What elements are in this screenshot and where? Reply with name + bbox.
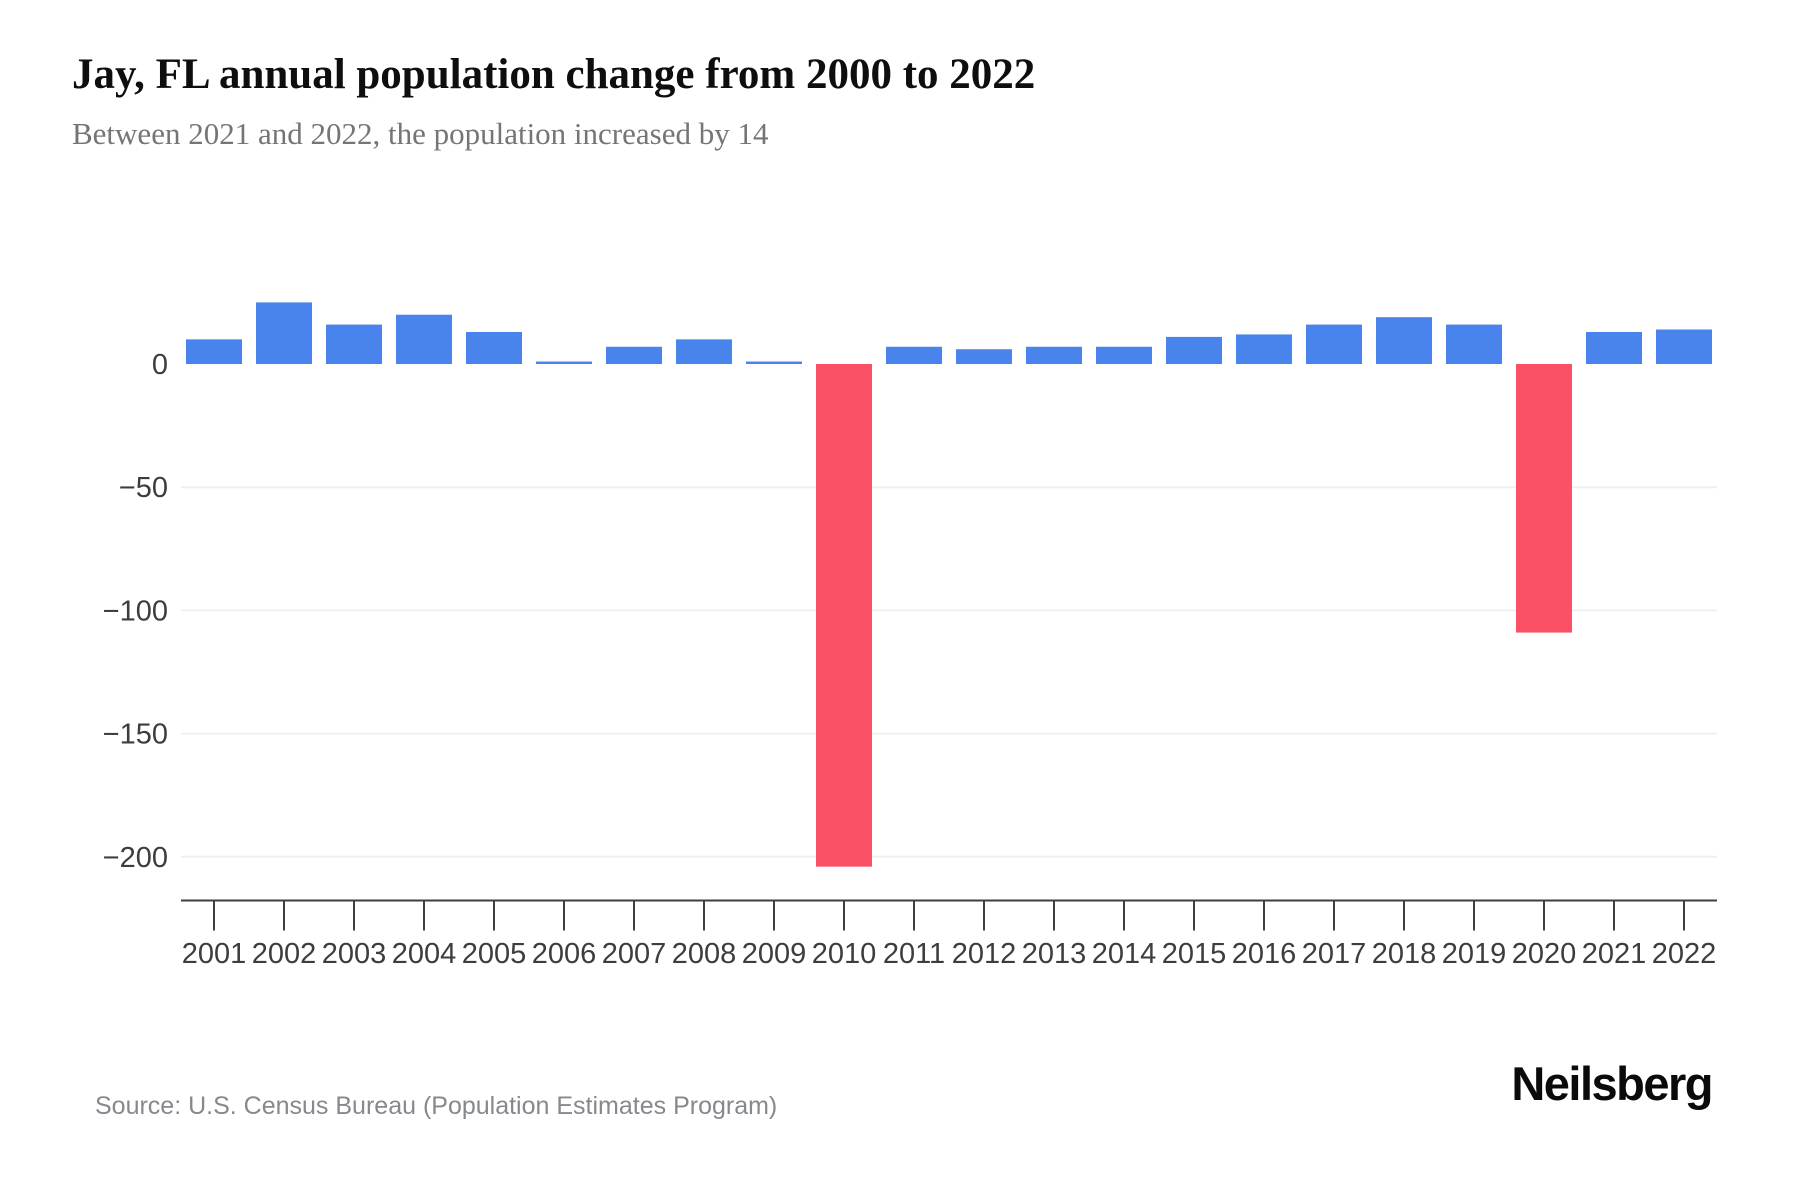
bar-2006[interactable] bbox=[536, 361, 592, 364]
bar-2018[interactable] bbox=[1376, 317, 1432, 364]
source-note: Source: U.S. Census Bureau (Population E… bbox=[95, 1092, 778, 1120]
y-tick-label: −100 bbox=[103, 595, 168, 627]
y-tick-label: −150 bbox=[103, 719, 168, 751]
bar-2011[interactable] bbox=[886, 346, 942, 364]
bar-2020[interactable] bbox=[1516, 364, 1572, 633]
y-tick-label: −50 bbox=[119, 472, 168, 504]
x-tick-label: 2015 bbox=[1162, 938, 1227, 970]
bar-2007[interactable] bbox=[606, 346, 662, 364]
x-tick-label: 2008 bbox=[672, 938, 737, 970]
x-tick-label: 2002 bbox=[252, 938, 317, 970]
x-tick-label: 2012 bbox=[952, 938, 1017, 970]
x-tick-label: 2001 bbox=[182, 938, 247, 970]
bar-2003[interactable] bbox=[326, 324, 382, 364]
y-tick-label: −200 bbox=[103, 842, 168, 874]
x-tick-label: 2022 bbox=[1652, 938, 1717, 970]
x-tick-label: 2010 bbox=[812, 938, 877, 970]
neilsberg-logo[interactable]: Neilsberg bbox=[1511, 1057, 1713, 1110]
x-tick-label: 2003 bbox=[322, 938, 387, 970]
x-tick-label: 2009 bbox=[742, 938, 807, 970]
bar-2015[interactable] bbox=[1166, 336, 1222, 364]
chart-title: Jay, FL annual population change from 20… bbox=[72, 51, 1036, 98]
bar-2004[interactable] bbox=[396, 314, 452, 364]
bar-2019[interactable] bbox=[1446, 324, 1502, 364]
x-tick-label: 2020 bbox=[1512, 938, 1577, 970]
x-tick-label: 2005 bbox=[462, 938, 527, 970]
x-tick-label: 2007 bbox=[602, 938, 667, 970]
x-tick-label: 2019 bbox=[1442, 938, 1507, 970]
x-tick-label: 2011 bbox=[883, 938, 945, 970]
bar-2022[interactable] bbox=[1656, 329, 1712, 364]
x-tick-label: 2014 bbox=[1092, 938, 1157, 970]
bar-2012[interactable] bbox=[956, 349, 1012, 364]
x-tick-label: 2018 bbox=[1372, 938, 1437, 970]
x-tick-label: 2006 bbox=[532, 938, 597, 970]
bar-2002[interactable] bbox=[256, 302, 312, 364]
bar-2008[interactable] bbox=[676, 339, 732, 364]
x-tick-label: 2017 bbox=[1302, 938, 1367, 970]
bar-2017[interactable] bbox=[1306, 324, 1362, 364]
bar-2014[interactable] bbox=[1096, 346, 1152, 364]
bar-2016[interactable] bbox=[1236, 334, 1292, 364]
bar-2013[interactable] bbox=[1026, 346, 1082, 364]
bar-2010[interactable] bbox=[816, 364, 872, 867]
y-tick-label: 0 bbox=[152, 349, 168, 381]
bar-2005[interactable] bbox=[466, 331, 522, 364]
population-change-chart: 0 −50 −100 −150 −200 2001 2002 2003 2004 2005 2006… bbox=[103, 302, 1717, 970]
x-tick-label: 2021 bbox=[1582, 938, 1647, 970]
bar-2021[interactable] bbox=[1586, 331, 1642, 364]
chart-subtitle: Between 2021 and 2022, the population in… bbox=[72, 116, 769, 151]
x-tick-label: 2016 bbox=[1232, 938, 1297, 970]
bar-2009[interactable] bbox=[746, 361, 802, 364]
x-tick-label: 2004 bbox=[392, 938, 457, 970]
bar-2001[interactable] bbox=[186, 339, 242, 364]
x-tick-label: 2013 bbox=[1022, 938, 1087, 970]
